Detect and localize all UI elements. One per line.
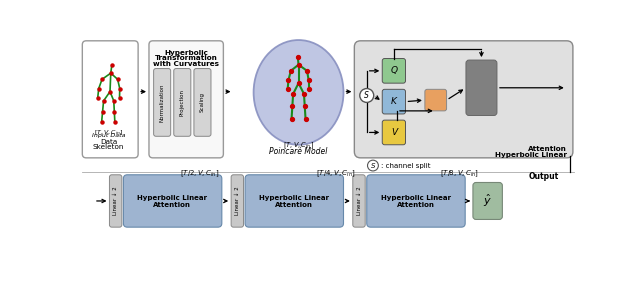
- Text: Skeleton: Skeleton: [93, 144, 124, 150]
- FancyBboxPatch shape: [382, 120, 406, 145]
- Text: $[T, V, C_{in}]$: $[T, V, C_{in}]$: [94, 128, 124, 137]
- Circle shape: [367, 160, 378, 171]
- FancyBboxPatch shape: [83, 41, 138, 158]
- FancyBboxPatch shape: [174, 68, 191, 136]
- Text: Poincaré Model: Poincaré Model: [269, 147, 328, 156]
- Text: S: S: [364, 91, 369, 100]
- Text: Attention: Attention: [528, 146, 566, 152]
- Text: Attention: Attention: [397, 202, 435, 208]
- Text: Output: Output: [529, 172, 559, 181]
- Text: Hyperbolic Linear: Hyperbolic Linear: [137, 195, 207, 201]
- FancyBboxPatch shape: [124, 175, 222, 227]
- FancyBboxPatch shape: [425, 89, 447, 111]
- Text: Input Data: Input Data: [92, 133, 125, 138]
- Text: Attention: Attention: [275, 202, 313, 208]
- Text: Attention: Attention: [154, 202, 191, 208]
- FancyBboxPatch shape: [382, 89, 406, 114]
- Text: with Curvatures: with Curvatures: [153, 61, 219, 67]
- FancyBboxPatch shape: [353, 175, 365, 227]
- Text: Data: Data: [100, 139, 117, 145]
- Text: Linear ↓ 2: Linear ↓ 2: [235, 187, 240, 215]
- Text: Transformation: Transformation: [155, 55, 218, 61]
- Text: V: V: [391, 128, 397, 137]
- FancyBboxPatch shape: [154, 68, 171, 136]
- Text: $[T, V, C_{in}]$: $[T, V, C_{in}]$: [283, 141, 314, 152]
- Text: Scaling: Scaling: [200, 92, 205, 112]
- Text: Q: Q: [390, 66, 397, 75]
- Text: Hyperbolic: Hyperbolic: [164, 50, 208, 56]
- FancyBboxPatch shape: [355, 41, 573, 158]
- FancyBboxPatch shape: [245, 175, 344, 227]
- Text: Hyperbolic Linear: Hyperbolic Linear: [495, 152, 566, 158]
- Circle shape: [360, 88, 374, 102]
- FancyBboxPatch shape: [194, 68, 211, 136]
- FancyBboxPatch shape: [382, 59, 406, 83]
- Text: Linear ↓ 2: Linear ↓ 2: [356, 187, 362, 215]
- FancyBboxPatch shape: [149, 41, 223, 158]
- Text: Linear ↓ 2: Linear ↓ 2: [113, 187, 118, 215]
- Text: Normalization: Normalization: [159, 83, 164, 122]
- Text: $[T/4, V, C_{in}]$: $[T/4, V, C_{in}]$: [316, 168, 355, 179]
- FancyBboxPatch shape: [473, 182, 502, 219]
- FancyBboxPatch shape: [367, 175, 465, 227]
- Text: Projection: Projection: [180, 89, 185, 116]
- Text: Hyperbolic Linear: Hyperbolic Linear: [381, 195, 451, 201]
- Text: $[T/2, V, C_{in}]$: $[T/2, V, C_{in}]$: [180, 168, 220, 179]
- FancyBboxPatch shape: [109, 175, 122, 227]
- Text: Hyperbolic Linear: Hyperbolic Linear: [259, 195, 329, 201]
- Text: : channel split: : channel split: [381, 163, 430, 168]
- Text: $[T/8, V, C_{in}]$: $[T/8, V, C_{in}]$: [440, 168, 479, 179]
- Text: K: K: [391, 97, 397, 106]
- Text: $\hat{y}$: $\hat{y}$: [483, 193, 492, 209]
- FancyBboxPatch shape: [231, 175, 244, 227]
- Text: S: S: [371, 163, 375, 168]
- Ellipse shape: [253, 40, 344, 145]
- FancyBboxPatch shape: [466, 60, 497, 116]
